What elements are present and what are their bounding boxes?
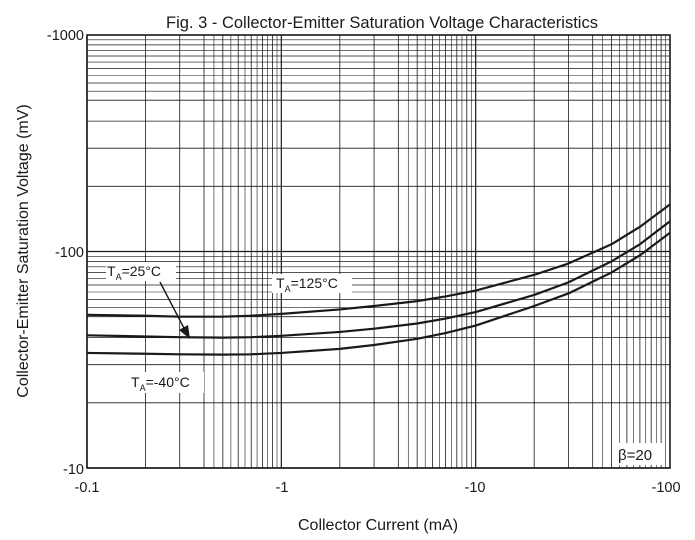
beta-label-bg	[616, 443, 664, 465]
y-axis-label: Collector-Emitter Saturation Voltage (mV…	[15, 104, 32, 397]
series-label-125c: TA=125°C	[276, 275, 338, 294]
series-label-25c: TA=25°C	[107, 263, 161, 282]
series-label-minus40c: TA=-40°C	[131, 374, 190, 393]
x-axis-label: Collector Current (mA)	[298, 517, 458, 534]
label-leader-line	[159, 281, 187, 333]
x-tick-label: -100	[651, 480, 680, 496]
y-tick-label: -1000	[47, 28, 84, 44]
series-line-2	[86, 231, 671, 356]
x-tick-label: -1	[276, 480, 289, 496]
beta-label: β=20	[618, 447, 652, 464]
x-tick-label: -10	[465, 480, 486, 496]
series-lines	[86, 203, 671, 356]
label-bg-25c	[106, 262, 176, 281]
plot-frame	[86, 34, 671, 469]
series-line-1	[86, 220, 671, 339]
label-bg-m40c	[128, 372, 204, 393]
grid	[86, 35, 670, 469]
chart-title: Fig. 3 - Collector-Emitter Saturation Vo…	[166, 14, 598, 32]
label-bg-125c	[272, 274, 352, 293]
series-line-0	[86, 203, 671, 318]
y-tick-label: -100	[55, 245, 84, 261]
y-tick-label: -10	[63, 462, 84, 478]
x-tick-label: -0.1	[75, 480, 100, 496]
label-leader-arrowhead	[179, 325, 190, 339]
